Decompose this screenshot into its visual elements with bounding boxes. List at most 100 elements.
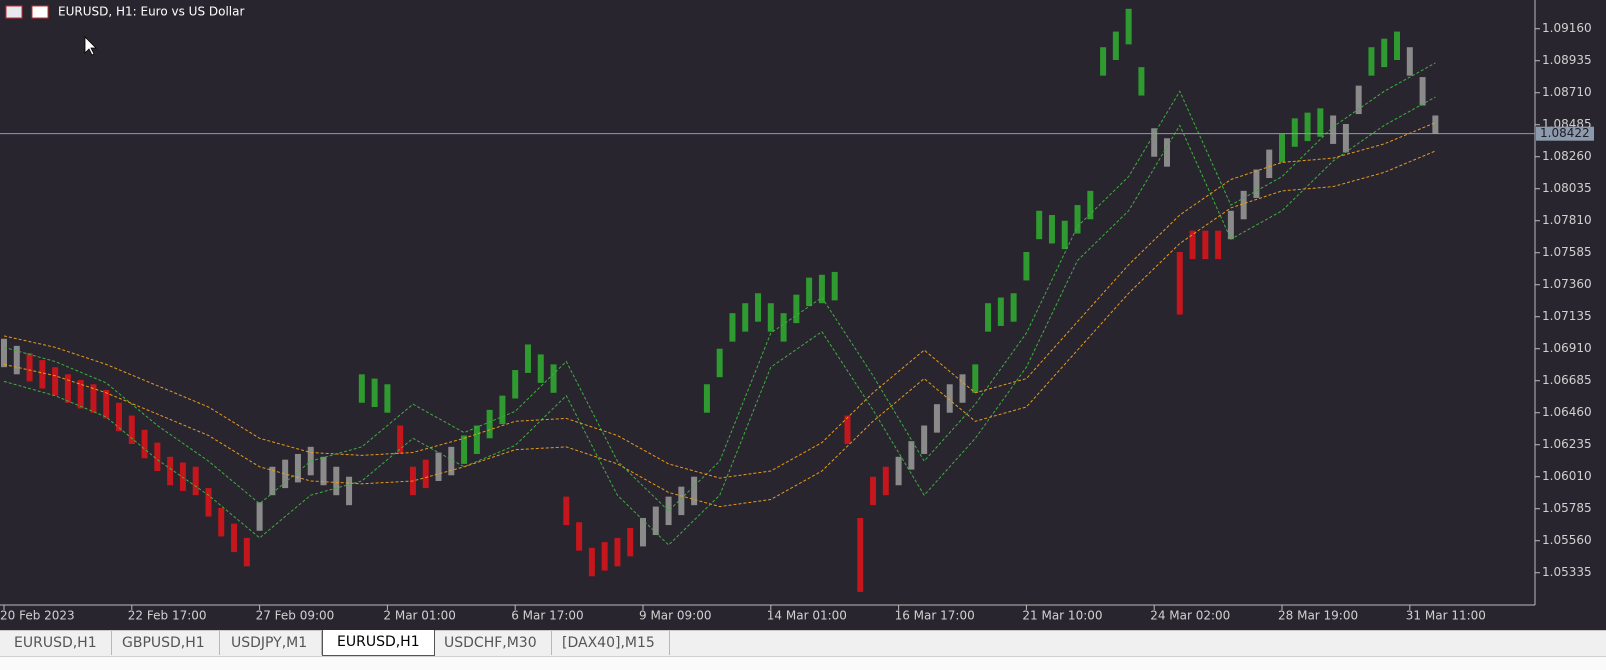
price-bar xyxy=(614,537,621,567)
price-bar xyxy=(678,486,685,516)
x-tick-label: 27 Feb 09:00 xyxy=(256,609,335,623)
price-bar xyxy=(1087,190,1094,220)
price-bar xyxy=(448,446,455,476)
price-bar xyxy=(627,527,634,557)
x-tick-label: 20 Feb 2023 xyxy=(0,609,75,623)
price-bar xyxy=(665,496,672,526)
y-tick-label: 1.08710 xyxy=(1542,85,1592,99)
price-bar xyxy=(231,523,238,553)
price-bar xyxy=(1138,67,1145,96)
price-bar xyxy=(1304,112,1311,142)
price-bar xyxy=(1227,210,1234,240)
price-bar xyxy=(1381,38,1388,68)
current-price-label: 1.08422 xyxy=(1540,126,1590,140)
price-bar xyxy=(640,517,646,547)
y-tick-label: 1.05335 xyxy=(1542,565,1592,579)
icon-menu[interactable] xyxy=(5,5,23,19)
price-bar xyxy=(895,456,902,486)
price-bar xyxy=(755,293,762,322)
x-tick-label: 2 Mar 01:00 xyxy=(383,609,456,623)
x-tick-label: 16 Mar 17:00 xyxy=(895,609,975,623)
price-bar xyxy=(435,452,442,481)
price-bar xyxy=(422,459,429,489)
price-bar xyxy=(64,374,71,403)
price-bar xyxy=(512,370,519,399)
chart-tab[interactable]: EURUSD,H1 xyxy=(0,631,112,655)
price-bar xyxy=(1048,215,1055,244)
price-bar xyxy=(576,522,583,551)
price-bar xyxy=(985,303,992,332)
tab-bar: EURUSD,H1 GBPUSD,H1 USDJPY,M1 EURUSD,H1 USDC… xyxy=(0,630,1606,657)
price-bar xyxy=(601,542,608,571)
plot: 1.05335 1.05560 1.05785 1.06010 1.06235 1.064… xyxy=(0,8,1594,623)
price-bar xyxy=(946,384,953,413)
price-bar xyxy=(882,466,889,496)
price-bar xyxy=(1342,124,1349,153)
price-bar xyxy=(908,441,915,470)
y-tick-label: 1.06010 xyxy=(1542,469,1592,483)
indicator-line xyxy=(3,62,1436,512)
chart-tab[interactable]: [DAX40],M15 xyxy=(548,631,670,655)
price-bar xyxy=(818,274,825,304)
price-bar xyxy=(1432,115,1439,134)
price-bar xyxy=(742,303,749,332)
current-price-box xyxy=(1536,126,1594,141)
price-bar xyxy=(116,402,123,432)
price-bar xyxy=(1189,230,1196,260)
chart-tab[interactable]: USDCHF,M30 xyxy=(430,631,552,655)
price-bar xyxy=(729,313,736,342)
price-bar xyxy=(179,462,186,491)
price-bar xyxy=(844,415,851,445)
x-tick-label: 14 Mar 01:00 xyxy=(767,609,847,623)
price-bar xyxy=(793,294,800,324)
price-bar xyxy=(1202,230,1209,260)
price-bar xyxy=(1,338,7,368)
chart-tab[interactable]: EURUSD,H1 xyxy=(322,630,435,656)
price-bar xyxy=(588,547,595,577)
price-bar xyxy=(716,348,723,378)
price-bar xyxy=(333,466,340,496)
price-bar xyxy=(1419,77,1426,106)
price-bar xyxy=(1125,8,1132,45)
price-bar xyxy=(1368,47,1375,76)
price-bar xyxy=(857,517,864,592)
y-tick-label: 1.09160 xyxy=(1542,21,1592,35)
price-bar xyxy=(1061,220,1068,250)
price-bar xyxy=(1330,115,1337,144)
price-bar xyxy=(921,425,928,454)
price-bar xyxy=(1010,293,1017,322)
price-bar xyxy=(128,415,135,445)
price-bar xyxy=(537,354,544,383)
y-tick-label: 1.06910 xyxy=(1542,341,1592,355)
y-tick-label: 1.05560 xyxy=(1542,533,1592,547)
icon-chart[interactable] xyxy=(31,5,49,19)
price-bar xyxy=(90,384,97,413)
price-bar xyxy=(1036,210,1043,240)
price-bar xyxy=(959,374,966,403)
price-bar xyxy=(524,344,531,373)
price-bar xyxy=(1074,205,1081,234)
price-bar xyxy=(256,502,263,531)
price-bar xyxy=(397,425,404,454)
y-tick-label: 1.06685 xyxy=(1542,373,1592,387)
x-tick-label: 28 Mar 19:00 xyxy=(1278,609,1358,623)
y-tick-label: 1.06235 xyxy=(1542,437,1592,451)
price-bar xyxy=(243,537,250,567)
price-bar xyxy=(1240,190,1247,220)
chart-tab[interactable]: GBPUSD,H1 xyxy=(108,631,220,655)
price-bar xyxy=(320,456,327,486)
chart-background xyxy=(0,0,1606,630)
status-strip xyxy=(0,657,1606,670)
price-bar xyxy=(486,409,493,439)
price-bar xyxy=(269,466,276,496)
x-tick-label: 21 Mar 10:00 xyxy=(1022,609,1102,623)
chart: EURUSD, H1: Euro vs US Dollar 1.053351.0… xyxy=(0,0,1606,630)
price-bar xyxy=(691,476,698,506)
price-bar xyxy=(1151,128,1158,157)
chart-tab[interactable]: USDJPY,M1 xyxy=(217,631,323,655)
price-bar xyxy=(294,453,301,483)
price-bar xyxy=(1279,133,1285,163)
chart-icons xyxy=(5,5,49,19)
price-bar xyxy=(1406,47,1413,76)
